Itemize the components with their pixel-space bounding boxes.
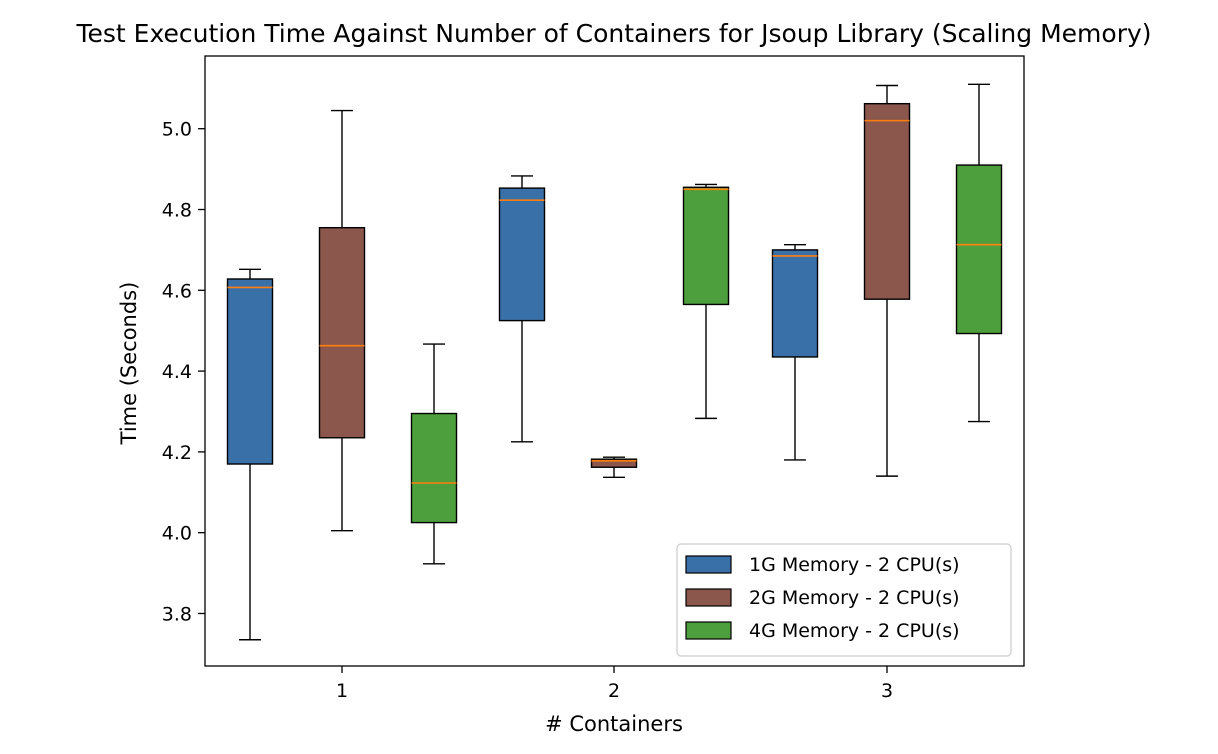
box-3-3 (955, 83, 1003, 423)
box-1-1 (226, 268, 274, 641)
y-tick-label: 4.4 (162, 361, 192, 383)
legend: 1G Memory - 2 CPU(s) 2G Memory - 2 CPU(s)… (676, 543, 1012, 657)
y-tick-label: 5.0 (162, 119, 192, 141)
legend-label-1: 1G Memory - 2 CPU(s) (749, 554, 960, 576)
plot-area (226, 83, 1003, 641)
box-2-1 (318, 109, 366, 532)
box-2-3 (863, 84, 911, 477)
box-body (771, 249, 819, 358)
y-axis-label: Time (Seconds) (117, 282, 141, 446)
box-1-2 (498, 175, 546, 443)
y-tick-label: 4.6 (162, 280, 192, 302)
box-body (226, 278, 274, 465)
box-3-1 (410, 343, 458, 565)
box-1-3 (771, 243, 819, 461)
box-body (590, 458, 638, 468)
x-axis-label: # Containers (545, 712, 683, 736)
y-tick-label: 4.0 (162, 523, 192, 545)
legend-swatch-1 (685, 555, 732, 574)
legend-swatch-3 (685, 621, 732, 640)
y-tick-label: 3.8 (162, 603, 192, 625)
box-body (498, 187, 546, 322)
x-tick-label: 2 (608, 680, 620, 702)
box-body (863, 102, 911, 300)
y-tick-label: 4.2 (162, 442, 192, 464)
y-tick-label: 4.8 (162, 200, 192, 222)
box-body (318, 226, 366, 439)
box-body (410, 412, 458, 524)
chart-title: Test Execution Time Against Number of Co… (75, 19, 1151, 48)
x-tick-label: 3 (881, 680, 893, 702)
legend-label-3: 4G Memory - 2 CPU(s) (749, 620, 960, 642)
box-3-2 (682, 183, 730, 420)
x-tick-label: 1 (336, 680, 348, 702)
box-2-2 (590, 456, 638, 479)
legend-swatch-2 (685, 588, 732, 607)
box-body (955, 164, 1003, 335)
legend-frame (676, 543, 1012, 657)
legend-label-2: 2G Memory - 2 CPU(s) (749, 587, 960, 609)
box-body (682, 186, 730, 306)
axes: 3.8 4.0 4.2 4.4 4.6 4.8 5.0 1 2 3 (162, 55, 1025, 702)
